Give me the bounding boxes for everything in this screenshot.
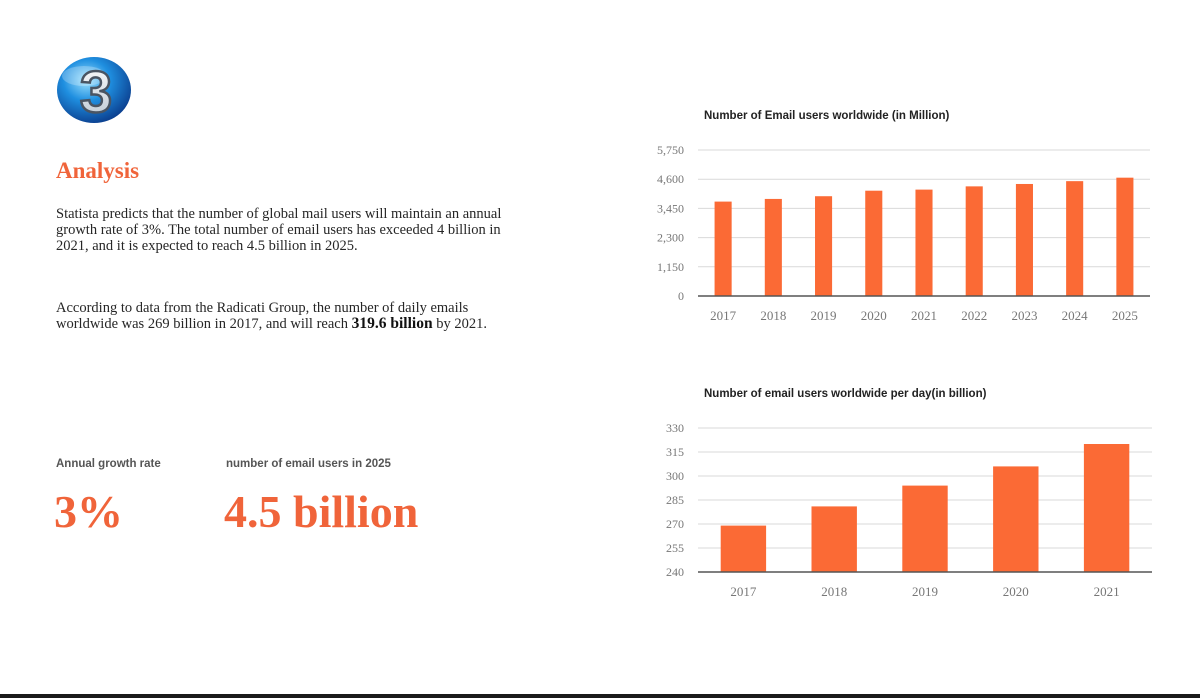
- x-tick-label: 2017: [730, 584, 757, 599]
- daily-email-users-chart: Number of email users worldwide per day(…: [640, 378, 1170, 608]
- x-tick-label: 2020: [1003, 584, 1029, 599]
- bar-2024: [1066, 181, 1084, 296]
- logo-glyph: 3: [80, 60, 112, 125]
- paragraph-2-prefix: According to data from the Radicati Grou…: [56, 300, 469, 332]
- y-tick-label: 285: [666, 493, 684, 507]
- email-users-2025-label: number of email users in 2025: [226, 458, 391, 470]
- chart-title: Number of email users worldwide per day(…: [704, 388, 987, 400]
- y-tick-label: 300: [666, 469, 684, 483]
- x-tick-label: 2018: [821, 584, 847, 599]
- growth-rate-label: Annual growth rate: [56, 458, 161, 470]
- bar-2025: [1116, 177, 1134, 296]
- bar-2017: [720, 525, 767, 572]
- analysis-paragraph-1: Statista predicts that the number of glo…: [56, 206, 502, 254]
- email-users-2025-value: 4.5 billion: [224, 486, 419, 537]
- paragraph-2-suffix: by 2021.: [432, 316, 487, 332]
- bar-2021: [915, 189, 933, 296]
- x-tick-label: 2017: [710, 308, 737, 323]
- bottom-divider: [0, 694, 1200, 698]
- x-tick-label: 2019: [912, 584, 938, 599]
- x-tick-label: 2024: [1062, 308, 1089, 323]
- logo-globe: [57, 57, 131, 123]
- email-users-worldwide-chart: Number of Email users worldwide (in Mill…: [640, 100, 1170, 330]
- bar-2017: [714, 201, 732, 296]
- analysis-title: Analysis: [56, 158, 140, 183]
- y-tick-label: 1,150: [657, 260, 684, 274]
- y-tick-label: 330: [666, 421, 684, 435]
- bar-2019: [902, 485, 948, 572]
- bar-2021: [1083, 444, 1130, 572]
- y-tick-label: 315: [666, 445, 684, 459]
- x-tick-label: 2021: [911, 308, 937, 323]
- paragraph-2-highlight: 319.6 billion: [351, 315, 433, 332]
- x-tick-label: 2018: [760, 308, 786, 323]
- channel-3-logo: 3: [54, 54, 136, 126]
- bar-2019: [815, 196, 833, 296]
- growth-rate-value: 3%: [54, 486, 123, 537]
- bar-2018: [811, 506, 857, 572]
- chart-title: Number of Email users worldwide (in Mill…: [704, 110, 950, 122]
- x-tick-label: 2020: [861, 308, 887, 323]
- x-tick-label: 2025: [1112, 308, 1138, 323]
- y-tick-label: 4,600: [657, 172, 684, 186]
- bar-2022: [965, 186, 983, 296]
- y-tick-label: 0: [678, 289, 684, 303]
- y-tick-label: 240: [666, 565, 684, 579]
- x-tick-label: 2021: [1094, 584, 1120, 599]
- y-tick-label: 3,450: [657, 201, 684, 215]
- bar-2018: [764, 198, 782, 296]
- x-tick-label: 2019: [811, 308, 837, 323]
- bar-2020: [993, 466, 1039, 572]
- analysis-paragraph-2: According to data from the Radicati Grou…: [56, 300, 511, 332]
- x-tick-label: 2022: [961, 308, 987, 323]
- bar-2020: [865, 190, 883, 296]
- x-tick-label: 2023: [1011, 308, 1037, 323]
- bar-2023: [1015, 183, 1033, 296]
- y-tick-label: 255: [666, 541, 684, 555]
- y-tick-label: 2,300: [657, 231, 684, 245]
- y-tick-label: 5,750: [657, 143, 684, 157]
- y-tick-label: 270: [666, 517, 684, 531]
